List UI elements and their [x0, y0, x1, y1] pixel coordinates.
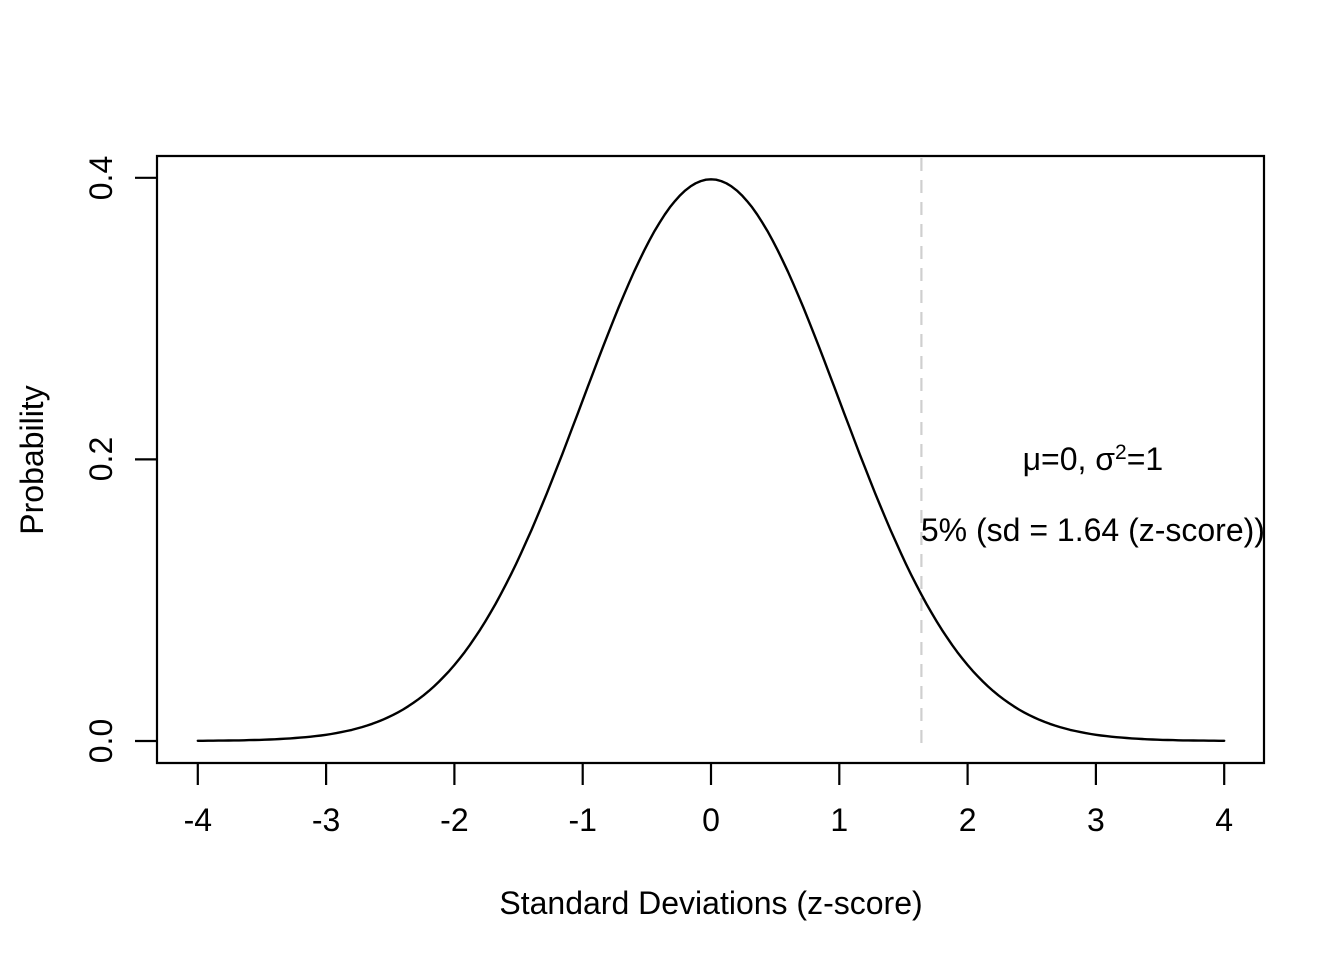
annotation-params-text: μ=0, σ — [1022, 441, 1116, 478]
y-axis-title: Probability — [14, 385, 50, 535]
y-tick-label: 0.4 — [83, 155, 119, 201]
x-tick-label: 4 — [1215, 802, 1234, 838]
y-tick-label: 0.2 — [83, 437, 119, 482]
annotation-distribution-params: μ=0, σ2=1 — [1022, 441, 1164, 478]
x-tick-label: -1 — [568, 802, 597, 838]
y-tick-label: 0.0 — [83, 718, 119, 764]
x-tick-label: 0 — [702, 802, 720, 838]
x-axis-title: Standard Deviations (z-score) — [499, 885, 923, 921]
plot-box — [155, 154, 1266, 765]
x-tick-label: -4 — [183, 802, 213, 838]
x-tick-label: 3 — [1086, 802, 1105, 838]
x-tick-label: -2 — [440, 802, 469, 838]
annotation-params-text-post: =1 — [1126, 441, 1164, 478]
annotation-params-superscript: 2 — [1115, 441, 1127, 465]
x-tick-label: 1 — [830, 802, 849, 838]
normal-curve — [196, 178, 1226, 742]
annotation-cutoff-text: 5% (sd = 1.64 (z-score)) — [920, 511, 1265, 548]
x-tick-label: 2 — [958, 802, 977, 838]
x-tick-label: -3 — [311, 802, 341, 838]
